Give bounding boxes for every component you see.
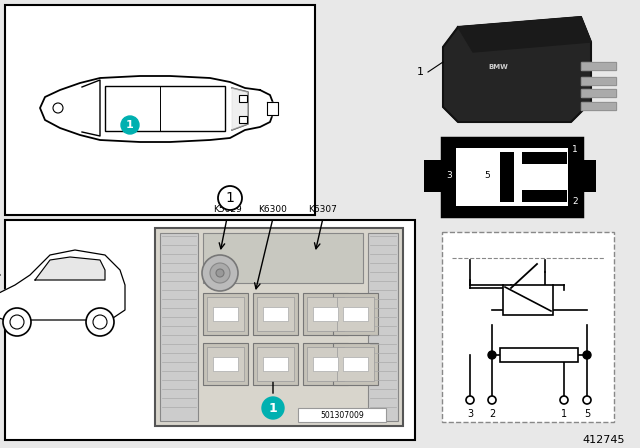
Polygon shape [443,17,591,122]
Text: K5029: K5029 [212,206,241,215]
Bar [207,347,244,381]
Bar [160,233,198,421]
Bar [500,152,514,202]
Text: 3: 3 [446,172,452,181]
Bar [203,233,363,283]
Text: 501307009: 501307009 [320,410,364,419]
Bar [503,285,553,315]
Circle shape [466,396,474,404]
Polygon shape [267,102,278,115]
Text: 1: 1 [225,191,234,205]
Bar [337,297,374,331]
Bar [343,307,368,321]
Text: K6300: K6300 [259,206,287,215]
Bar [263,307,288,321]
Text: 2: 2 [489,409,495,419]
Polygon shape [0,250,125,320]
Bar [368,233,398,421]
Text: 1: 1 [572,146,578,155]
Bar [307,297,344,331]
Bar [253,293,298,335]
Circle shape [583,351,591,359]
Bar [424,160,446,192]
Text: 1: 1 [269,401,277,414]
Bar [257,347,294,381]
Bar [303,293,348,335]
Circle shape [488,351,496,359]
Bar [343,357,368,371]
Bar [298,408,386,422]
Bar [337,347,374,381]
Circle shape [10,315,24,329]
Bar [333,343,378,385]
Text: 1: 1 [417,67,424,77]
Text: BMW: BMW [488,64,508,70]
Circle shape [86,308,114,336]
Bar [522,190,567,202]
Bar [303,343,348,385]
Bar [253,343,298,385]
Circle shape [583,396,591,404]
Bar [263,357,288,371]
Text: 1: 1 [126,120,134,130]
Bar [313,307,338,321]
Bar [5,220,415,440]
Bar [5,5,315,215]
Bar [155,228,403,426]
Circle shape [3,308,31,336]
Circle shape [218,186,242,210]
Bar [578,160,596,192]
Polygon shape [581,89,616,97]
Text: 412745: 412745 [582,435,625,445]
Circle shape [202,255,238,291]
Bar [203,343,248,385]
Circle shape [262,397,284,419]
Bar [239,95,247,102]
Text: K6307: K6307 [308,206,337,215]
Bar [239,116,247,123]
Bar [313,357,338,371]
Bar [442,232,614,422]
Bar [456,148,568,206]
Bar [500,348,578,362]
Circle shape [53,103,63,113]
Polygon shape [581,62,616,70]
Circle shape [488,396,496,404]
Polygon shape [581,102,616,110]
Polygon shape [40,76,275,142]
Bar [213,357,238,371]
Polygon shape [581,77,616,85]
Bar [307,347,344,381]
Text: 5: 5 [484,172,490,181]
Bar [207,297,244,331]
Text: 5: 5 [584,409,590,419]
Polygon shape [232,88,248,130]
Bar [203,293,248,335]
Bar [105,86,225,131]
Text: 3: 3 [467,409,473,419]
Bar [257,297,294,331]
Bar [333,293,378,335]
Bar [522,152,567,164]
Polygon shape [458,17,591,52]
Bar [442,138,582,216]
Circle shape [121,116,139,134]
Circle shape [216,269,224,277]
Circle shape [560,396,568,404]
Circle shape [93,315,107,329]
Text: 1: 1 [561,409,567,419]
Text: 2: 2 [572,197,578,206]
Polygon shape [35,257,105,280]
Bar [213,307,238,321]
Circle shape [210,263,230,283]
